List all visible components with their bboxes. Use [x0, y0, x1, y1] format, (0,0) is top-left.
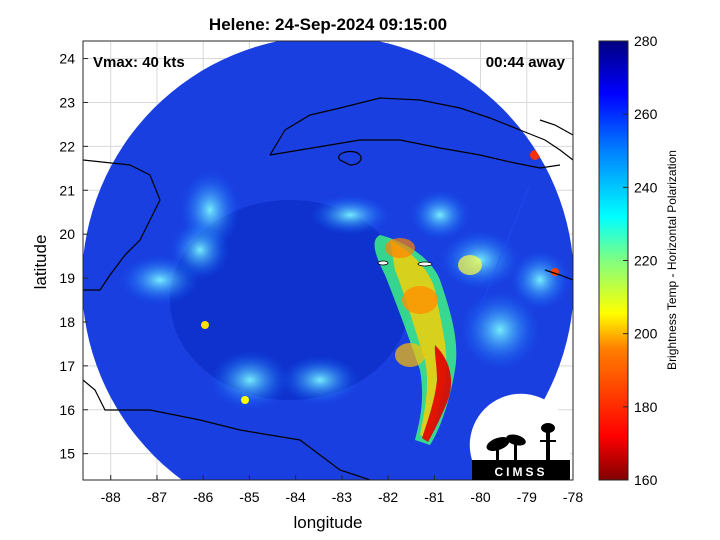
x-tick-label: -83 [332, 489, 352, 505]
colorbar-tick-label: 220 [634, 253, 658, 269]
colorbar-tick-label: 260 [634, 106, 658, 122]
y-tick-label: 20 [59, 226, 75, 242]
swath-edge [474, 184, 531, 321]
x-tick-label: -84 [286, 489, 306, 505]
coastline-isla-juventud [338, 150, 362, 166]
x-tick-label: -78 [563, 489, 583, 505]
colorbar-tick-label: 240 [634, 179, 658, 195]
convection-blob [460, 290, 540, 370]
y-tick-label: 16 [59, 402, 75, 418]
y-tick-label: 21 [59, 182, 75, 198]
colorbar-tick-label: 200 [634, 326, 658, 342]
hot-spot [241, 396, 249, 404]
vmax-label: Vmax: 40 kts [93, 54, 185, 71]
x-tick-label: -85 [239, 489, 259, 505]
y-tick-label: 19 [59, 270, 75, 286]
x-tick-label: -79 [517, 489, 537, 505]
colorbar-tick-label: 280 [634, 33, 658, 49]
x-ticks: -88 -87 -86 -85 -84 -83 -82 -81 -80 -79 -78 [101, 475, 583, 505]
y-tick-label: 24 [59, 51, 75, 67]
convection-blob [410, 190, 470, 240]
convection-hot [395, 343, 425, 367]
axes-frame [82, 40, 574, 481]
colorbar-label: Brightness Temp - Horizontal Polarizatio… [665, 150, 679, 370]
y-tick-label: 17 [59, 358, 75, 374]
x-axis-label: longitude [293, 513, 362, 532]
island-markers [377, 260, 433, 267]
y-tick-label: 15 [59, 446, 75, 462]
y-ticks: 15 16 17 18 19 20 21 22 23 24 [59, 51, 88, 462]
x-tick-label: -86 [193, 489, 213, 505]
colorbar-ticks: 160 180 200 220 240 260 280 [623, 33, 658, 488]
x-tick-label: -87 [147, 489, 167, 505]
x-tick-label: -80 [470, 489, 490, 505]
x-tick-label: -81 [424, 489, 444, 505]
chart-title: Helene: 24-Sep-2024 09:15:00 [209, 15, 447, 34]
coastlines [83, 97, 573, 480]
convection-hot [385, 238, 415, 258]
hot-spot [201, 321, 209, 329]
rain-band-heavy [422, 345, 452, 442]
coastline-jamaica [544, 269, 573, 281]
cimss-logo: CIMSS [469, 393, 570, 480]
time-away-label: 00:44 away [486, 54, 566, 71]
x-tick-label: -82 [378, 489, 398, 505]
logo-text: CIMSS [494, 465, 547, 479]
y-tick-label: 18 [59, 314, 75, 330]
x-tick-label: -88 [101, 489, 121, 505]
island-marker [377, 260, 389, 266]
convection-blob [210, 350, 290, 410]
logo-dishes-icon [486, 423, 556, 460]
y-tick-label: 22 [59, 138, 75, 154]
colorbar-tick-label: 180 [634, 399, 658, 415]
coastline-bahamas [539, 119, 573, 136]
coastline-cuba-south [269, 139, 561, 169]
convection-blob [280, 355, 360, 405]
convection-hot [402, 286, 438, 314]
coastline-cuba-north [269, 97, 573, 161]
convection-blob [310, 195, 390, 235]
y-axis-label: latitude [31, 235, 50, 290]
logo-band [472, 460, 570, 480]
convection-blob [120, 255, 200, 305]
convection-blob [510, 250, 570, 310]
y-tick-label: 23 [59, 94, 75, 110]
coastline-yucatan [83, 159, 161, 291]
convection-hot [458, 255, 482, 275]
colorbar-tick-label: 160 [634, 472, 658, 488]
coastline-honduras [83, 379, 371, 480]
island-marker [417, 261, 433, 267]
